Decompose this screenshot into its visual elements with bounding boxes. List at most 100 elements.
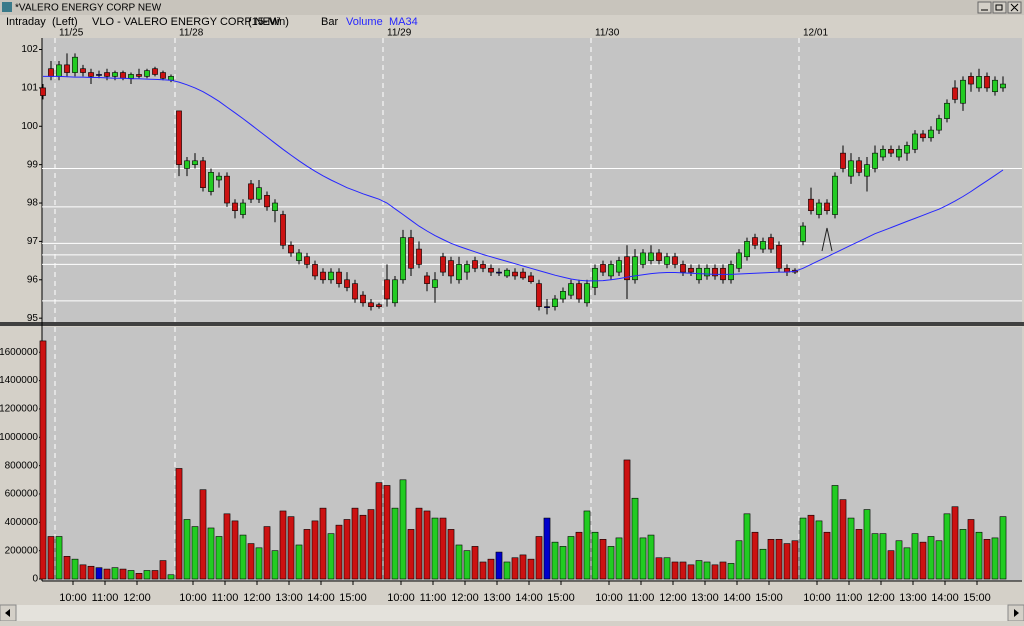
candle-body [128, 74, 134, 79]
candle-body [816, 202, 822, 215]
x-tick-label: 12:00 [243, 592, 271, 604]
candle-body [224, 175, 230, 204]
volume-bar [223, 513, 231, 580]
candle-body [688, 267, 694, 273]
volume-bar [703, 561, 711, 580]
volume-bar [495, 551, 503, 580]
y-tick-label: 98 [27, 198, 39, 209]
legend-volume: Volume [346, 16, 383, 28]
x-tick-label: 12:00 [451, 592, 479, 604]
candle-body [576, 283, 582, 300]
volume-bar [447, 529, 455, 580]
candle-body [80, 68, 86, 73]
volume-bar [735, 540, 743, 580]
candle-body [752, 237, 758, 246]
x-tick-label: 15:00 [339, 592, 367, 604]
candle-body [984, 76, 990, 89]
volume-bar [791, 540, 799, 580]
candle-body [72, 56, 78, 73]
volume-bar [399, 479, 407, 580]
volume-bar [855, 529, 863, 580]
legend-ma: MA34 [389, 16, 418, 28]
volume-bar [967, 519, 975, 580]
minimize-button[interactable] [977, 1, 992, 14]
x-tick-label: 15:00 [963, 592, 991, 604]
volume-bar [103, 568, 111, 580]
candle-body [368, 302, 374, 307]
volume-bar [375, 482, 383, 580]
volume-bar [79, 564, 87, 580]
annotation-caret [821, 227, 833, 252]
candle-body [592, 267, 598, 288]
volume-bar [943, 513, 951, 580]
volume-bar [407, 529, 415, 580]
y-tick-label: 99 [27, 159, 39, 170]
volume-bar [511, 557, 519, 580]
candle-body [288, 244, 294, 254]
candle-body [416, 248, 422, 265]
volume-bar [959, 529, 967, 580]
volume-bar [599, 539, 607, 580]
volume-bar [895, 540, 903, 580]
volume-bar [759, 548, 767, 580]
x-tick-label: 14:00 [931, 592, 959, 604]
candle-body [432, 279, 438, 288]
volume-bar [151, 570, 159, 580]
interval-label: (15-Min) [248, 16, 289, 28]
candle-body [248, 183, 254, 200]
x-tick-label: 10:00 [179, 592, 207, 604]
volume-bar [87, 565, 95, 580]
volume-bar [423, 510, 431, 580]
candle-body [488, 267, 494, 273]
candle-body [408, 237, 414, 269]
candle-body [472, 260, 478, 269]
candle-body [944, 102, 950, 119]
volume-bar [143, 570, 151, 580]
candle-body [216, 175, 222, 181]
candle-body [520, 271, 526, 279]
volume-bar [263, 526, 271, 580]
candle-body [160, 72, 166, 79]
x-tick-label: 15:00 [547, 592, 575, 604]
volume-bar [311, 520, 319, 580]
candle-body [616, 260, 622, 273]
x-tick-label: 12:00 [123, 592, 151, 604]
candle-body [392, 279, 398, 304]
candle-body [176, 110, 182, 165]
volume-bar [111, 567, 119, 580]
scrollbar[interactable] [0, 605, 1024, 621]
pane-separator [0, 322, 1024, 326]
volume-bar [343, 519, 351, 580]
volume-bar [215, 536, 223, 580]
restore-button[interactable] [992, 1, 1007, 14]
volume-bar [719, 561, 727, 580]
volume-bar [775, 539, 783, 580]
volume-bar [727, 563, 735, 580]
volume-bar [191, 526, 199, 580]
volume-bar [39, 340, 47, 580]
volume-bar [319, 507, 327, 580]
candle-body [424, 275, 430, 284]
candle-body [64, 64, 70, 73]
volume-bar [415, 507, 423, 580]
candle-body [560, 290, 566, 300]
volume-bar [231, 520, 239, 580]
candle-body [880, 148, 886, 158]
candle-body [296, 252, 302, 261]
volume-bar [663, 557, 671, 580]
candle-body [104, 72, 110, 77]
candle-body [848, 160, 854, 177]
volume-bar [479, 561, 487, 580]
candle-body [256, 187, 262, 200]
volume-tick-label: 400000 [5, 517, 39, 528]
volume-bar [863, 509, 871, 580]
candle-body [480, 264, 486, 269]
candle-body [760, 241, 766, 250]
volume-bar [383, 485, 391, 580]
volume-bar [743, 513, 751, 580]
volume-bar [303, 529, 311, 580]
candle-body [184, 160, 190, 169]
side-label: (Left) [52, 16, 78, 28]
x-tick-label: 10:00 [595, 592, 623, 604]
volume-bar [207, 527, 215, 580]
